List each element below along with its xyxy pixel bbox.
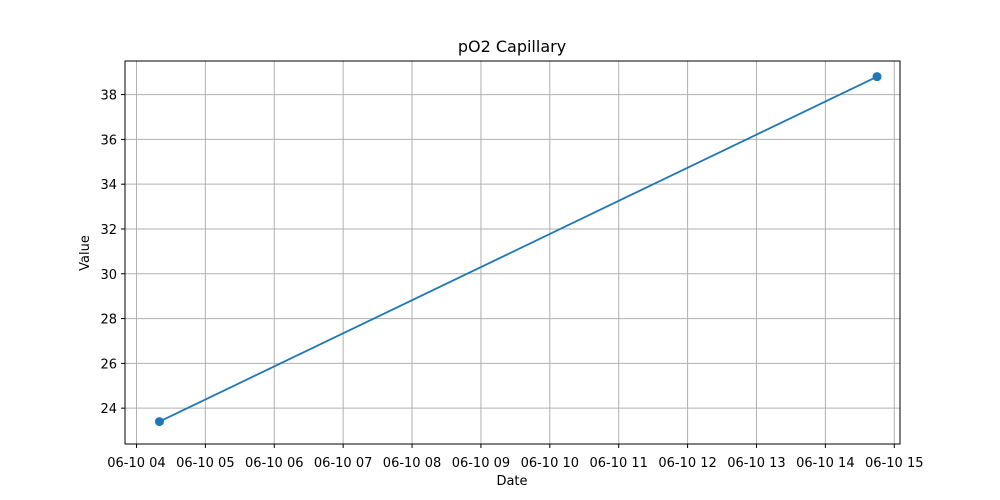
y-tick-label: 34 <box>100 178 117 193</box>
y-tick-label: 36 <box>100 133 117 148</box>
x-tick-label: 06-10 06 <box>245 456 303 471</box>
x-tick-label: 06-10 09 <box>452 456 510 471</box>
x-axis-label: Date <box>496 474 527 489</box>
x-tick-label: 06-10 05 <box>176 456 234 471</box>
x-tick-label: 06-10 08 <box>383 456 441 471</box>
x-tick-label: 06-10 15 <box>865 456 923 471</box>
x-tick-label: 06-10 04 <box>107 456 165 471</box>
y-tick-label: 38 <box>100 89 117 104</box>
data-point <box>154 417 164 427</box>
series <box>154 72 882 427</box>
x-tick-label: 06-10 13 <box>727 456 785 471</box>
y-tick-label: 26 <box>100 357 117 372</box>
series-line <box>159 75 878 423</box>
y-axis-label: Value <box>78 235 93 271</box>
chart-title: pO2 Capillary <box>458 37 566 56</box>
x-tick-label: 06-10 12 <box>658 456 716 471</box>
axis-ticks: 06-10 04 06-10 05 06-10 06 06-10 07 06-10 08… <box>100 89 923 471</box>
x-tick-label: 06-10 14 <box>796 456 854 471</box>
x-tick-label: 06-10 07 <box>314 456 372 471</box>
y-tick-label: 32 <box>100 223 117 238</box>
grid <box>125 61 900 444</box>
x-tick-label: 06-10 11 <box>589 456 647 471</box>
data-point <box>872 72 882 82</box>
y-tick-label: 30 <box>100 268 117 283</box>
x-tick-label: 06-10 10 <box>521 456 579 471</box>
plot-frame <box>124 60 901 445</box>
y-tick-label: 24 <box>100 402 117 417</box>
y-tick-label: 28 <box>100 313 117 328</box>
